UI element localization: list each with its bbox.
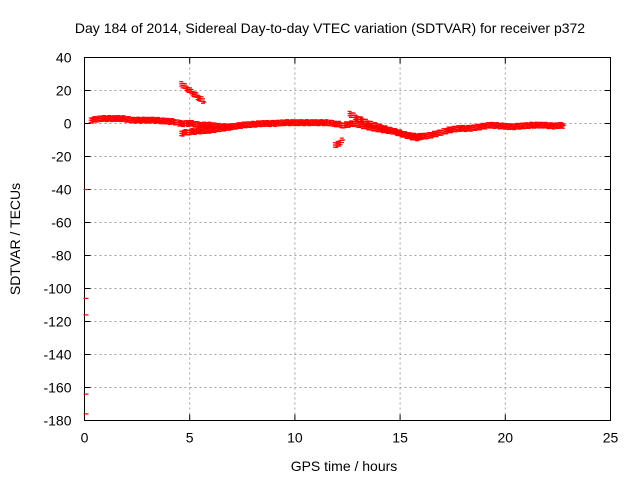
series-outliers-at-axis bbox=[83, 188, 89, 415]
data-layer bbox=[83, 81, 567, 415]
y-tick-label: -40 bbox=[51, 182, 71, 198]
x-tick-label: 5 bbox=[186, 430, 194, 446]
y-tick-label: -80 bbox=[51, 248, 71, 264]
x-tick-label: 20 bbox=[498, 430, 514, 446]
series-lower-branch bbox=[179, 124, 234, 137]
y-tick-label: -100 bbox=[43, 281, 71, 297]
x-tick-label: 10 bbox=[287, 430, 303, 446]
y-tick-label: -180 bbox=[43, 413, 71, 429]
x-tick-label: 25 bbox=[603, 430, 619, 446]
series-short-dip bbox=[332, 137, 346, 148]
x-tick-label: 0 bbox=[81, 430, 89, 446]
x-axis-label: GPS time / hours bbox=[291, 458, 398, 474]
y-tick-label: -140 bbox=[43, 347, 71, 363]
y-tick-label: -60 bbox=[51, 215, 71, 231]
y-tick-label: -120 bbox=[43, 314, 71, 330]
x-tick-label: 15 bbox=[392, 430, 408, 446]
y-tick-label: -160 bbox=[43, 380, 71, 396]
y-tick-label: 0 bbox=[64, 116, 72, 132]
y-tick-label: -20 bbox=[51, 149, 71, 165]
series-post-gap-segment bbox=[347, 110, 424, 142]
series-main-track bbox=[88, 114, 567, 141]
grid-layer bbox=[84, 57, 611, 421]
plot-frame bbox=[84, 57, 611, 421]
y-tick-label: 20 bbox=[56, 83, 72, 99]
tick-layer: 0 5 10 15 20 25 40 20 0 -20 -40 -60 -80 -100 -120 -140 -… bbox=[43, 50, 618, 446]
y-tick-label: 40 bbox=[56, 50, 72, 66]
y-axis-label: SDTVAR / TECUs bbox=[7, 183, 23, 295]
chart-title: Day 184 of 2014, Sidereal Day-to-day VTE… bbox=[75, 20, 585, 36]
series-upper-segment bbox=[179, 81, 207, 104]
